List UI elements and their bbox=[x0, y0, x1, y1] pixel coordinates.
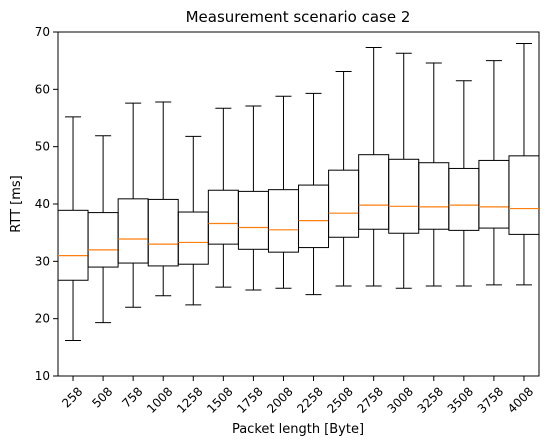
x-tick-label: 3758 bbox=[475, 384, 506, 415]
y-axis: 10 20 30 40 50 60 70 bbox=[35, 25, 58, 383]
box-plot-item bbox=[388, 52, 420, 289]
y-tick-label: 10 bbox=[35, 369, 50, 383]
box-iqr bbox=[298, 184, 330, 249]
box-plot-item bbox=[448, 80, 480, 287]
box-plot-item bbox=[267, 95, 299, 289]
box-iqr bbox=[358, 154, 390, 230]
box-plot-item bbox=[207, 107, 239, 288]
x-tick-label: 1258 bbox=[174, 384, 205, 415]
x-tick-label: 2008 bbox=[264, 384, 295, 415]
box-plot-item bbox=[147, 101, 179, 297]
box-iqr bbox=[388, 158, 420, 234]
x-tick-label: 2508 bbox=[324, 384, 355, 415]
box-iqr bbox=[328, 169, 360, 238]
box-iqr bbox=[177, 211, 209, 265]
y-tick-label: 20 bbox=[35, 312, 50, 326]
x-tick-label: 258 bbox=[59, 384, 85, 410]
chart-title: Measurement scenario case 2 bbox=[186, 8, 411, 26]
box-series bbox=[57, 42, 540, 341]
x-tick-label: 3008 bbox=[385, 384, 416, 415]
box-plot-item bbox=[57, 116, 89, 341]
box-plot-item bbox=[237, 105, 269, 291]
x-tick-label: 2758 bbox=[354, 384, 385, 415]
box-plot-item bbox=[508, 42, 540, 286]
x-tick-label: 1008 bbox=[144, 384, 175, 415]
box-plot-item bbox=[358, 46, 390, 287]
box-iqr bbox=[448, 167, 480, 231]
x-tick-label: 2258 bbox=[294, 384, 325, 415]
box-plot-item bbox=[177, 135, 209, 306]
box-iqr bbox=[237, 190, 269, 250]
box-iqr bbox=[117, 198, 149, 264]
y-tick-label: 60 bbox=[35, 82, 50, 96]
box-plot-item bbox=[478, 60, 510, 286]
y-axis-label: RTT [ms] bbox=[9, 175, 24, 232]
box-iqr bbox=[57, 209, 89, 281]
box-iqr bbox=[267, 189, 299, 253]
x-tick-label: 3508 bbox=[445, 384, 476, 415]
box-plot-item bbox=[87, 135, 119, 324]
y-tick-label: 50 bbox=[35, 140, 50, 154]
box-iqr bbox=[87, 212, 119, 268]
box-plot-item bbox=[328, 71, 360, 287]
y-tick-label: 40 bbox=[35, 197, 50, 211]
box-iqr bbox=[147, 198, 179, 267]
x-tick-label: 758 bbox=[119, 384, 145, 410]
x-axis: 258 508 7581008125815081758200822582508275… bbox=[59, 376, 536, 416]
box-iqr bbox=[508, 155, 540, 235]
y-tick-label: 70 bbox=[35, 25, 50, 39]
box-iqr bbox=[207, 189, 239, 245]
box-iqr bbox=[478, 159, 510, 229]
y-tick-label: 30 bbox=[35, 254, 50, 268]
x-tick-label: 1758 bbox=[234, 384, 265, 415]
box-plot-item bbox=[117, 102, 149, 308]
x-axis-label: Packet length [Byte] bbox=[232, 422, 364, 437]
x-tick-label: 4008 bbox=[505, 384, 536, 415]
x-tick-label: 1508 bbox=[204, 384, 235, 415]
box-plot-item bbox=[418, 62, 450, 287]
x-tick-label: 3258 bbox=[415, 384, 446, 415]
box-iqr bbox=[418, 162, 450, 230]
x-tick-label: 508 bbox=[89, 384, 115, 410]
box-plot-item bbox=[298, 92, 330, 296]
